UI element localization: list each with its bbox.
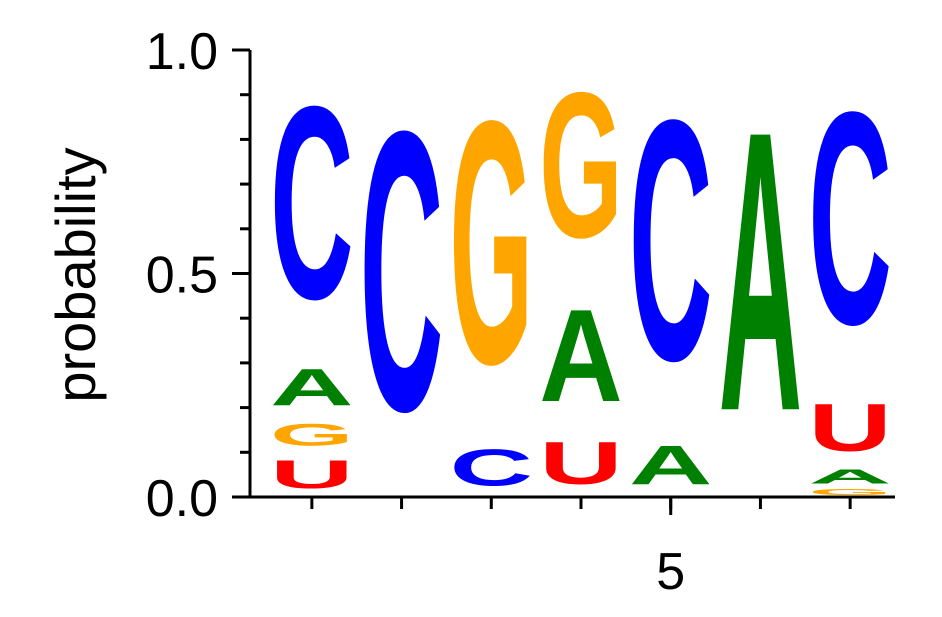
logo-letter: U xyxy=(808,390,891,466)
logo-letter: A xyxy=(808,466,891,488)
y-tick-label: 1.0 xyxy=(146,23,218,81)
y-axis-label: probability xyxy=(44,147,107,402)
logo-letter: G xyxy=(270,416,353,452)
logo-letter: U xyxy=(270,453,353,497)
logo-letter: A xyxy=(539,283,622,430)
logo-letter: C xyxy=(360,49,443,495)
logo-letter: C xyxy=(450,439,533,497)
logo-letter: G xyxy=(808,488,891,497)
logo-letter: C xyxy=(808,48,891,388)
y-tick-label: 0.5 xyxy=(146,247,218,305)
logo-letter: U xyxy=(539,430,622,496)
logo-letter: A xyxy=(629,435,712,497)
logo-letter: C xyxy=(629,49,712,432)
logo-letter: A xyxy=(270,358,353,416)
x-tick-label: 5 xyxy=(656,543,685,601)
y-tick-label: 0.0 xyxy=(146,470,218,528)
logo-letter: G xyxy=(539,50,622,282)
logo-letter: C xyxy=(270,49,353,357)
logo-letter: G xyxy=(450,49,533,437)
logo-letter: A xyxy=(719,49,802,495)
